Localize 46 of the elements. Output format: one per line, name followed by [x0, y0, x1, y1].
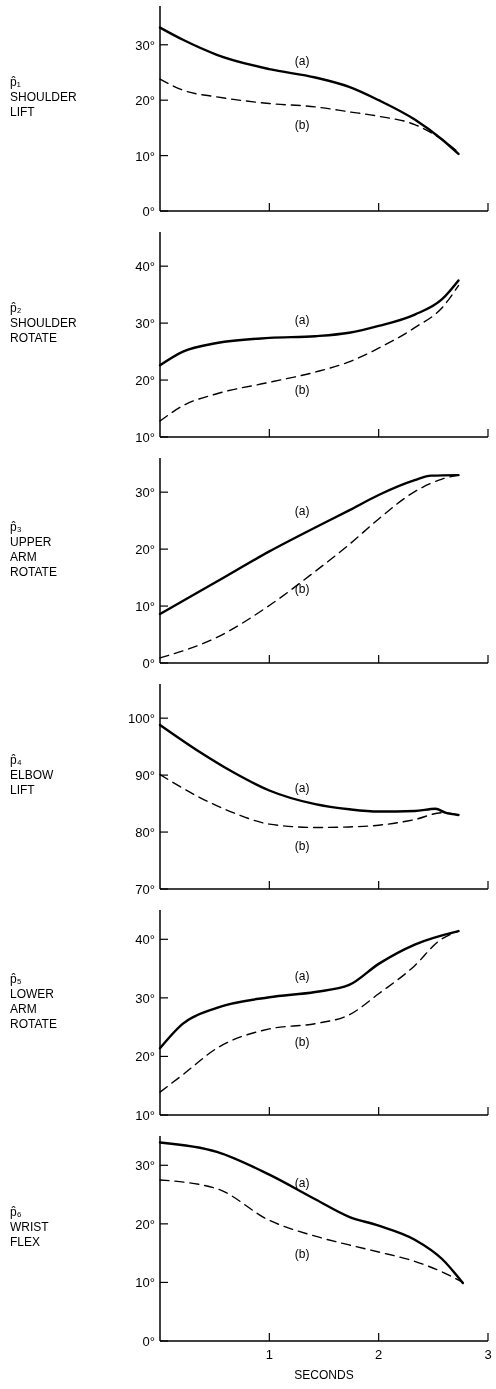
x-axis-title: SECONDS: [294, 1368, 354, 1382]
y-tick-label: 10°: [135, 1275, 155, 1291]
y-tick-label: 30°: [135, 990, 155, 1006]
y-tick-label: 10°: [135, 599, 155, 615]
x-tick-label: 1: [265, 1347, 273, 1362]
y-tick-label: 20°: [135, 1216, 155, 1232]
x-tick-label: 2: [375, 1347, 383, 1362]
y-tick-label: 70°: [135, 882, 155, 897]
y-tick-label: 20°: [135, 93, 155, 109]
y-tick-label: 20°: [135, 1049, 155, 1065]
y-tick-label: 30°: [135, 37, 155, 53]
series-label: (b): [294, 838, 310, 853]
y-tick-label: 100°: [128, 711, 155, 727]
series-label: (b): [294, 117, 310, 132]
series-label: (a): [294, 969, 310, 983]
y-axis-title: p̂₆ WRIST FLEX: [10, 1205, 50, 1249]
series-label: (a): [294, 313, 310, 328]
y-axis-title: p̂₅ LOWER ARM ROTATE: [10, 971, 57, 1031]
x-tick-label: 3: [484, 1347, 492, 1362]
y-tick-label: 30°: [135, 1158, 155, 1174]
y-tick-label: 30°: [135, 316, 155, 332]
series-label: (a): [294, 54, 310, 69]
y-tick-label: 20°: [135, 542, 155, 558]
series-label: (a): [294, 504, 310, 519]
series-label: (b): [294, 383, 310, 398]
y-tick-label: 40°: [135, 932, 155, 948]
y-tick-label: 0°: [142, 656, 155, 671]
y-axis-title: p̂₂ SHOULDER ROTATE: [10, 301, 78, 345]
y-axis-title: p̂₃ UPPER ARM ROTATE: [10, 519, 57, 579]
y-tick-label: 10°: [135, 148, 155, 164]
series-label: (a): [294, 1176, 310, 1191]
series-label: (b): [294, 1247, 310, 1262]
y-tick-label: 10°: [135, 1108, 155, 1123]
y-tick-label: 0°: [142, 204, 155, 219]
y-tick-label: 10°: [135, 430, 155, 445]
y-tick-label: 90°: [135, 768, 155, 784]
y-tick-label: 20°: [135, 373, 155, 389]
y-tick-label: 0°: [142, 1334, 155, 1349]
series-label: (b): [294, 1034, 310, 1049]
y-axis-title: p̂₁ SHOULDER LIFT: [10, 75, 78, 119]
y-tick-label: 40°: [135, 259, 155, 275]
series-label: (b): [294, 582, 310, 597]
series-label: (a): [294, 781, 310, 796]
y-tick-label: 30°: [135, 485, 155, 501]
y-tick-label: 80°: [135, 825, 155, 841]
y-axis-title: p̂₄ ELBOW LIFT: [10, 753, 55, 797]
